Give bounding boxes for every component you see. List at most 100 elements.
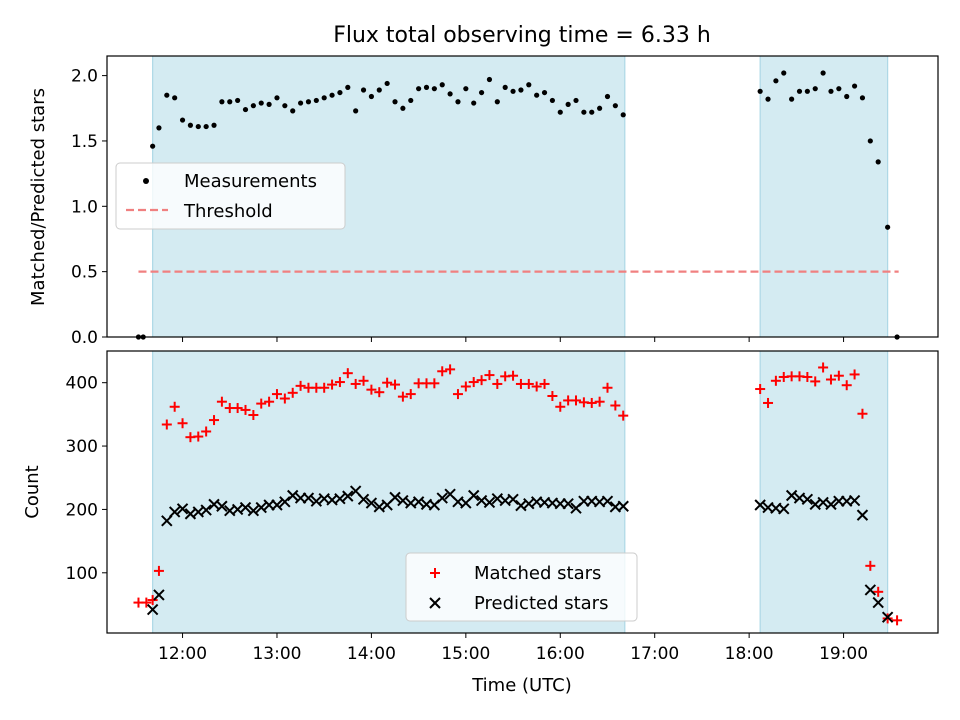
- measurement-point: [282, 103, 288, 109]
- measurement-point: [549, 97, 556, 104]
- predicted-star-point: [856, 509, 869, 521]
- x-tick-label: 19:00: [819, 644, 868, 664]
- measurement-point: [565, 101, 571, 107]
- matched-star-point: [209, 415, 220, 426]
- matched-star-point: [841, 380, 852, 391]
- ratio-panel-x-ticks: [182, 337, 845, 342]
- measurement-point: [518, 87, 524, 93]
- matched-star-point: [350, 378, 361, 389]
- measurement-point: [305, 99, 312, 105]
- matched-star-point: [594, 396, 605, 407]
- measurement-point: [423, 84, 430, 90]
- matched-star-point: [382, 377, 393, 388]
- matched-star-point: [492, 378, 503, 389]
- measurement-point: [235, 97, 241, 104]
- measurement-point: [828, 88, 834, 94]
- measurement-point: [329, 92, 335, 98]
- predicted-star-point: [397, 494, 409, 507]
- measurement-point: [796, 88, 803, 94]
- predicted-star-point: [825, 498, 837, 511]
- predicted-star-point: [601, 495, 614, 507]
- x-tick-label: 15:00: [441, 644, 490, 664]
- matched-star-point: [319, 382, 330, 393]
- matched-star-point: [256, 398, 267, 409]
- measurement-point: [150, 143, 156, 149]
- legend-threshold-label: Threshold: [183, 201, 273, 222]
- matched-star-point: [460, 381, 471, 392]
- measurement-point: [526, 82, 532, 88]
- legend-matched-label: Matched stars: [474, 563, 601, 584]
- measurement-point: [581, 109, 587, 115]
- matched-star-point: [539, 378, 550, 389]
- measurement-point: [219, 99, 225, 105]
- count-y-tick-label: 300: [66, 437, 98, 457]
- count-panel-legend: Matched stars Predicted stars: [405, 552, 638, 622]
- measurement-point: [258, 100, 264, 106]
- ratio-y-tick-label: 0.5: [71, 263, 98, 283]
- matched-star-point: [763, 397, 774, 408]
- matched-star-point: [397, 391, 408, 402]
- predicted-star-point: [778, 503, 790, 515]
- observing-window-band: [760, 56, 888, 337]
- ratio-panel: 0.00.51.01.52.0 Matched/Predicted stars …: [28, 55, 939, 348]
- matched-star-point: [169, 401, 180, 412]
- predicted-star-point: [168, 506, 181, 518]
- measurement-point: [859, 95, 866, 101]
- legend-predicted-label: Predicted stars: [474, 593, 608, 614]
- predicted-star-point: [389, 491, 401, 504]
- predicted-star-point: [412, 496, 425, 508]
- measurement-point: [589, 109, 595, 115]
- predicted-star-point: [216, 500, 228, 512]
- legend-matched-marker: [430, 568, 440, 578]
- measurement-point: [203, 123, 209, 130]
- measurement-point: [820, 70, 826, 76]
- ratio-y-tick-label: 2.0: [71, 67, 98, 87]
- measurement-point: [227, 99, 233, 105]
- matched-star-point: [618, 410, 629, 421]
- ratio-panel-legend: Measurements Threshold: [115, 162, 346, 230]
- matched-star-point: [141, 597, 152, 608]
- measurement-point: [187, 122, 194, 128]
- matched-star-point: [147, 595, 158, 606]
- matched-star-point: [865, 560, 876, 571]
- matched-star-point: [279, 393, 290, 404]
- predicted-star-point: [342, 490, 354, 502]
- matched-star-point: [849, 369, 860, 380]
- measurement-points: [135, 70, 900, 340]
- matched-star-point: [334, 377, 345, 388]
- matched-star-point: [825, 374, 836, 385]
- predicted-star-point: [801, 493, 814, 505]
- matched-star-point: [531, 381, 542, 392]
- predicted-star-point: [200, 504, 212, 516]
- count-y-tick-label: 100: [66, 564, 98, 584]
- measurement-point: [597, 105, 603, 111]
- matched-star-point: [484, 370, 495, 381]
- predicted-star-point: [864, 584, 877, 596]
- measurement-point: [836, 86, 842, 92]
- measurement-point: [274, 95, 280, 101]
- measurement-point: [321, 95, 327, 101]
- ratio-panel-y-axis: 0.0 0.5 1.0 1.5 2.0: [71, 67, 107, 348]
- matched-star-point: [201, 426, 212, 437]
- measurement-point: [297, 100, 304, 106]
- count-legend-box: [405, 552, 638, 622]
- measurement-point: [875, 159, 881, 165]
- x-tick-label: 16:00: [536, 644, 585, 664]
- matched-star-point: [468, 377, 479, 388]
- x-tick-label: 17:00: [630, 644, 679, 664]
- measurement-point: [789, 96, 795, 102]
- measurement-point: [164, 92, 170, 98]
- measurement-point: [757, 88, 763, 94]
- predicted-star-point: [754, 499, 766, 511]
- matched-star-point: [755, 384, 766, 395]
- measurement-point: [250, 103, 256, 109]
- matched-star-point: [405, 389, 416, 400]
- matched-star-point: [555, 401, 566, 412]
- matched-star-point: [437, 366, 448, 377]
- matched-star-point: [586, 397, 597, 408]
- measurement-point: [844, 93, 850, 100]
- measurement-point: [534, 92, 540, 98]
- count-panel-y-axis: 100 200 300 400: [66, 374, 107, 584]
- measurement-point: [455, 99, 461, 105]
